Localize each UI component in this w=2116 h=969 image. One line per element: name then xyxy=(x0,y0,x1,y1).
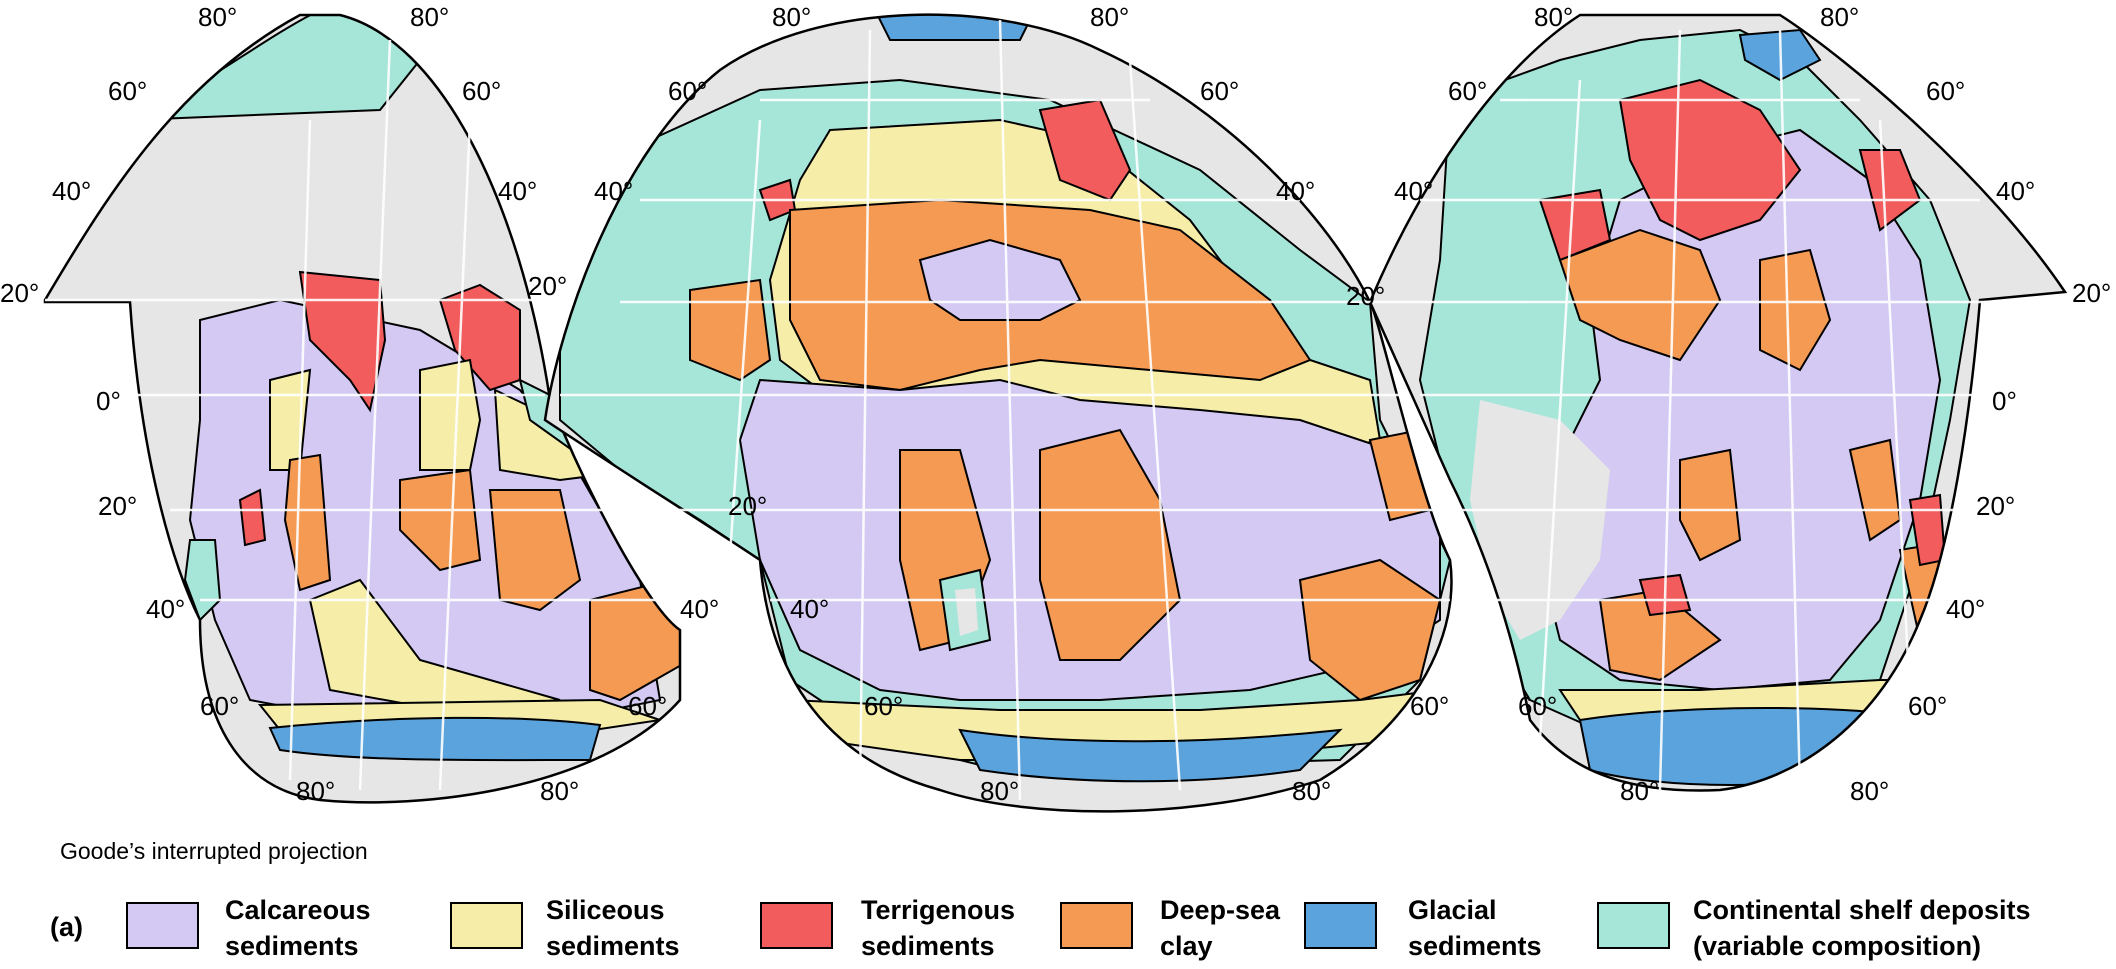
lobe-outline xyxy=(43,13,682,804)
lat-label-n40: 40° xyxy=(1394,176,1433,206)
lat-label-n40: 40° xyxy=(52,176,91,206)
lat-label-eq: 0° xyxy=(1992,386,2017,416)
region-clay xyxy=(689,278,772,382)
lat-label-s60: 60° xyxy=(200,691,239,721)
legend-swatch-continental-shelf xyxy=(1597,902,1670,949)
panel-tag: (a) xyxy=(50,912,83,942)
legend-swatch-siliceous xyxy=(450,902,523,949)
lat-label-s40: 40° xyxy=(146,594,185,624)
lat-label-n80: 80° xyxy=(198,2,237,32)
region-shelf xyxy=(129,15,422,121)
region-clay xyxy=(1759,248,1832,372)
lat-label-n40: 40° xyxy=(498,176,537,206)
lat-label-n60: 60° xyxy=(108,76,147,106)
legend-label-glacial: Glacial sediments xyxy=(1408,895,1542,961)
lat-label-s80: 80° xyxy=(1620,776,1659,806)
legend-swatch-deep-sea-clay xyxy=(1060,902,1133,949)
lat-label-n60: 60° xyxy=(1200,76,1239,106)
lobe-outline xyxy=(1368,13,2068,792)
region-clay xyxy=(1298,558,1442,702)
lobe-outline xyxy=(543,13,1453,813)
region-glacial xyxy=(268,716,602,762)
region-glacial xyxy=(1578,707,1902,786)
region-clay xyxy=(399,468,482,572)
lat-label-s20: 20° xyxy=(98,491,137,521)
region-terrigenous xyxy=(1038,98,1132,202)
lat-label-n20: 20° xyxy=(2072,278,2111,308)
region-clay xyxy=(488,489,582,612)
atlantic-ocean-lobe xyxy=(1370,15,2065,791)
legend-label-terrigenous: Terrigenous sediments xyxy=(861,895,1016,961)
legend-label-deep-sea-clay: Deep-sea clay xyxy=(1160,895,1281,961)
region-clay xyxy=(1558,228,1722,362)
lat-label-s40: 40° xyxy=(790,594,829,624)
region-calcareous xyxy=(918,238,1082,321)
lat-label-n60: 60° xyxy=(668,76,707,106)
legend-label-siliceous: Siliceous sediments xyxy=(546,895,680,961)
lat-label-n40: 40° xyxy=(1996,176,2035,206)
lat-label-s60: 60° xyxy=(1518,691,1557,721)
lat-label-n20: 20° xyxy=(528,271,567,301)
lat-label-s80: 80° xyxy=(1850,776,1889,806)
legend-swatch-glacial xyxy=(1304,902,1377,949)
lat-label-s60: 60° xyxy=(628,691,667,721)
legend-swatch-terrigenous xyxy=(760,902,833,949)
region-glacial xyxy=(958,728,1343,783)
lat-label-n80: 80° xyxy=(772,2,811,32)
lat-label-s40: 40° xyxy=(1946,594,1985,624)
lat-label-s60: 60° xyxy=(1410,691,1449,721)
region-land xyxy=(1470,400,1610,640)
lat-label-s80: 80° xyxy=(540,776,579,806)
region-terrigenous xyxy=(1538,188,1612,262)
lat-label-s20: 20° xyxy=(728,491,767,521)
lat-label-s60: 60° xyxy=(864,691,903,721)
legend-swatch-calcareous xyxy=(126,902,199,949)
lat-label-n20: 20° xyxy=(1346,281,1385,311)
legend-label-continental-shelf: Continental shelf deposits (variable comp… xyxy=(1693,895,2031,961)
lat-label-n80: 80° xyxy=(1820,2,1859,32)
projection-caption: Goode’s interrupted projection xyxy=(60,838,368,864)
region-siliceous xyxy=(419,358,482,471)
lat-label-s80: 80° xyxy=(980,776,1019,806)
lat-label-n80: 80° xyxy=(1534,2,1573,32)
lat-label-n60: 60° xyxy=(1926,76,1965,106)
lat-label-n80: 80° xyxy=(1090,2,1129,32)
latitude-labels: 80° 80° 60° 60° 40° 40° 20° 20° 0° 20° 2… xyxy=(0,2,2111,806)
lat-label-n40: 40° xyxy=(594,176,633,206)
graticule xyxy=(45,19,2065,801)
lat-label-n60: 60° xyxy=(1448,76,1487,106)
goode-sediment-map: 80° 80° 60° 60° 40° 40° 20° 20° 0° 20° 2… xyxy=(0,2,2111,813)
lat-label-n20: 20° xyxy=(0,278,39,308)
region-glacial xyxy=(868,14,1042,41)
lat-label-n40: 40° xyxy=(1276,176,1315,206)
lat-label-n80: 80° xyxy=(410,2,449,32)
lat-label-n60: 60° xyxy=(462,76,501,106)
lat-label-eq: 0° xyxy=(96,386,121,416)
lat-label-s80: 80° xyxy=(1292,776,1331,806)
lat-label-s40: 40° xyxy=(680,594,719,624)
region-clay xyxy=(1039,428,1182,661)
lat-label-s20: 20° xyxy=(1976,491,2015,521)
lat-label-s80: 80° xyxy=(296,776,335,806)
region-terrigenous xyxy=(238,488,267,547)
legend-label-calcareous: Calcareous sediments xyxy=(225,895,371,961)
lat-label-s60: 60° xyxy=(1908,691,1947,721)
